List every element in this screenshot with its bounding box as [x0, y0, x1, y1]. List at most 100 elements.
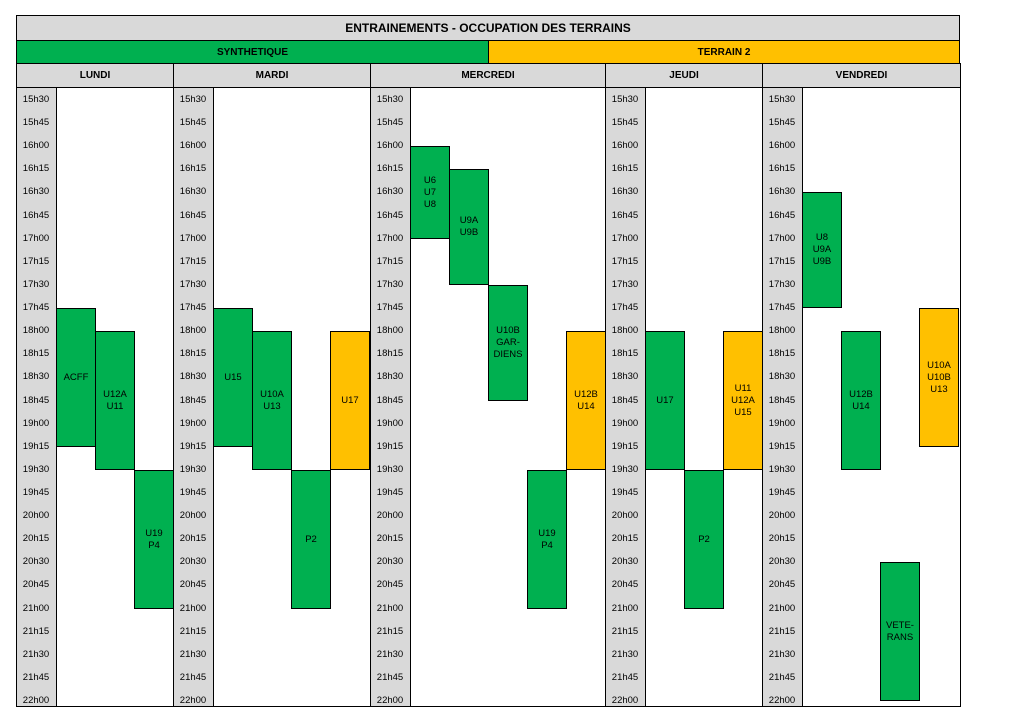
- time-label: 18h15: [376, 348, 404, 360]
- session-block: U6 U7 U8: [410, 146, 450, 239]
- time-label: 16h15: [611, 163, 639, 175]
- time-label: 16h15: [22, 163, 50, 175]
- time-label: 15h45: [611, 117, 639, 129]
- time-column: 15h30 15h45 16h00 16h15 16h30 16h45 17h00 17h15…: [763, 88, 803, 706]
- time-label: 15h30: [376, 94, 404, 105]
- session-block: U17: [645, 331, 685, 470]
- time-label: 16h45: [611, 209, 639, 221]
- session-block: U11 U12A U15: [723, 331, 763, 470]
- day-header-mercredi: MERCREDI: [370, 63, 606, 88]
- time-label: 19h45: [768, 486, 796, 498]
- time-label: 21h15: [611, 625, 639, 637]
- time-label: 18h30: [611, 371, 639, 383]
- time-label: 18h00: [179, 325, 207, 337]
- time-label: 18h30: [768, 371, 796, 383]
- time-label: 21h00: [768, 602, 796, 614]
- session-block: P2: [291, 470, 331, 609]
- time-label: 16h30: [22, 186, 50, 198]
- time-label: 21h00: [22, 602, 50, 614]
- session-block: U10A U10B U13: [919, 308, 959, 447]
- time-label: 18h00: [768, 325, 796, 337]
- time-label: 20h15: [768, 533, 796, 545]
- time-label: 21h30: [376, 648, 404, 660]
- time-label: 20h15: [179, 533, 207, 545]
- time-label: 17h15: [768, 255, 796, 267]
- time-label: 16h15: [376, 163, 404, 175]
- time-label: 18h45: [22, 394, 50, 406]
- time-label: 18h45: [768, 394, 796, 406]
- time-label: 19h15: [22, 440, 50, 452]
- time-label: 17h45: [768, 302, 796, 314]
- time-label: 16h00: [611, 140, 639, 152]
- time-label: 20h00: [22, 510, 50, 522]
- session-block: U12B U14: [566, 331, 606, 470]
- time-label: 21h30: [22, 648, 50, 660]
- time-label: 16h30: [179, 186, 207, 198]
- time-label: 16h30: [376, 186, 404, 198]
- time-label: 19h00: [22, 417, 50, 429]
- time-label: 18h15: [22, 348, 50, 360]
- time-label: 15h30: [611, 94, 639, 105]
- time-label: 20h00: [768, 510, 796, 522]
- time-label: 16h45: [768, 209, 796, 221]
- time-label: 17h15: [376, 255, 404, 267]
- time-label: 18h00: [376, 325, 404, 337]
- time-label: 22h00: [376, 695, 404, 706]
- day-column-vendredi: 15h30 15h45 16h00 16h15 16h30 16h45 17h00 17h15…: [762, 87, 961, 707]
- day-header-lundi: LUNDI: [16, 63, 174, 88]
- time-column: 15h30 15h45 16h00 16h15 16h30 16h45 17h00 17h15…: [17, 88, 57, 706]
- time-label: 17h30: [768, 278, 796, 290]
- time-label: 17h00: [179, 232, 207, 244]
- time-label: 18h00: [22, 325, 50, 337]
- time-label: 21h15: [179, 625, 207, 637]
- time-label: 19h30: [376, 463, 404, 475]
- time-label: 17h30: [611, 278, 639, 290]
- time-label: 21h30: [611, 648, 639, 660]
- time-label: 15h45: [22, 117, 50, 129]
- time-label: 17h30: [22, 278, 50, 290]
- time-label: 21h30: [179, 648, 207, 660]
- time-label: 15h45: [768, 117, 796, 129]
- session-block: U19 P4: [527, 470, 567, 609]
- time-label: 17h45: [611, 302, 639, 314]
- time-label: 19h00: [768, 417, 796, 429]
- session-block: ACFF: [56, 308, 96, 447]
- time-label: 17h45: [179, 302, 207, 314]
- session-block: P2: [684, 470, 724, 609]
- time-label: 22h00: [179, 695, 207, 706]
- time-label: 19h30: [179, 463, 207, 475]
- time-label: 19h00: [376, 417, 404, 429]
- time-column: 15h30 15h45 16h00 16h15 16h30 16h45 17h00 17h15…: [606, 88, 646, 706]
- time-label: 21h00: [179, 602, 207, 614]
- field-header-synthetique: SYNTHETIQUE: [16, 40, 489, 64]
- session-block: U10B GAR- DIENS: [488, 285, 528, 401]
- field-header-terrain-2: TERRAIN 2: [488, 40, 960, 64]
- time-label: 21h45: [179, 671, 207, 683]
- time-label: 19h15: [376, 440, 404, 452]
- time-label: 21h15: [376, 625, 404, 637]
- time-label: 17h00: [611, 232, 639, 244]
- time-label: 19h15: [768, 440, 796, 452]
- time-label: 15h45: [376, 117, 404, 129]
- time-label: 21h45: [768, 671, 796, 683]
- time-label: 18h15: [611, 348, 639, 360]
- time-label: 20h30: [768, 556, 796, 568]
- time-label: 17h30: [179, 278, 207, 290]
- day-column-mercredi: 15h30 15h45 16h00 16h15 16h30 16h45 17h00 17h15…: [370, 87, 606, 707]
- session-block: U19 P4: [134, 470, 174, 609]
- time-label: 18h00: [611, 325, 639, 337]
- time-label: 22h00: [611, 695, 639, 706]
- session-block: U12B U14: [841, 331, 881, 470]
- session-block: U15: [213, 308, 253, 447]
- time-label: 17h45: [376, 302, 404, 314]
- time-label: 20h00: [611, 510, 639, 522]
- time-label: 20h00: [376, 510, 404, 522]
- time-label: 21h45: [376, 671, 404, 683]
- time-label: 20h00: [179, 510, 207, 522]
- time-label: 18h30: [376, 371, 404, 383]
- time-label: 21h00: [376, 602, 404, 614]
- time-label: 18h45: [611, 394, 639, 406]
- time-label: 17h30: [376, 278, 404, 290]
- page-title: ENTRAINEMENTS - OCCUPATION DES TERRAINS: [16, 15, 960, 41]
